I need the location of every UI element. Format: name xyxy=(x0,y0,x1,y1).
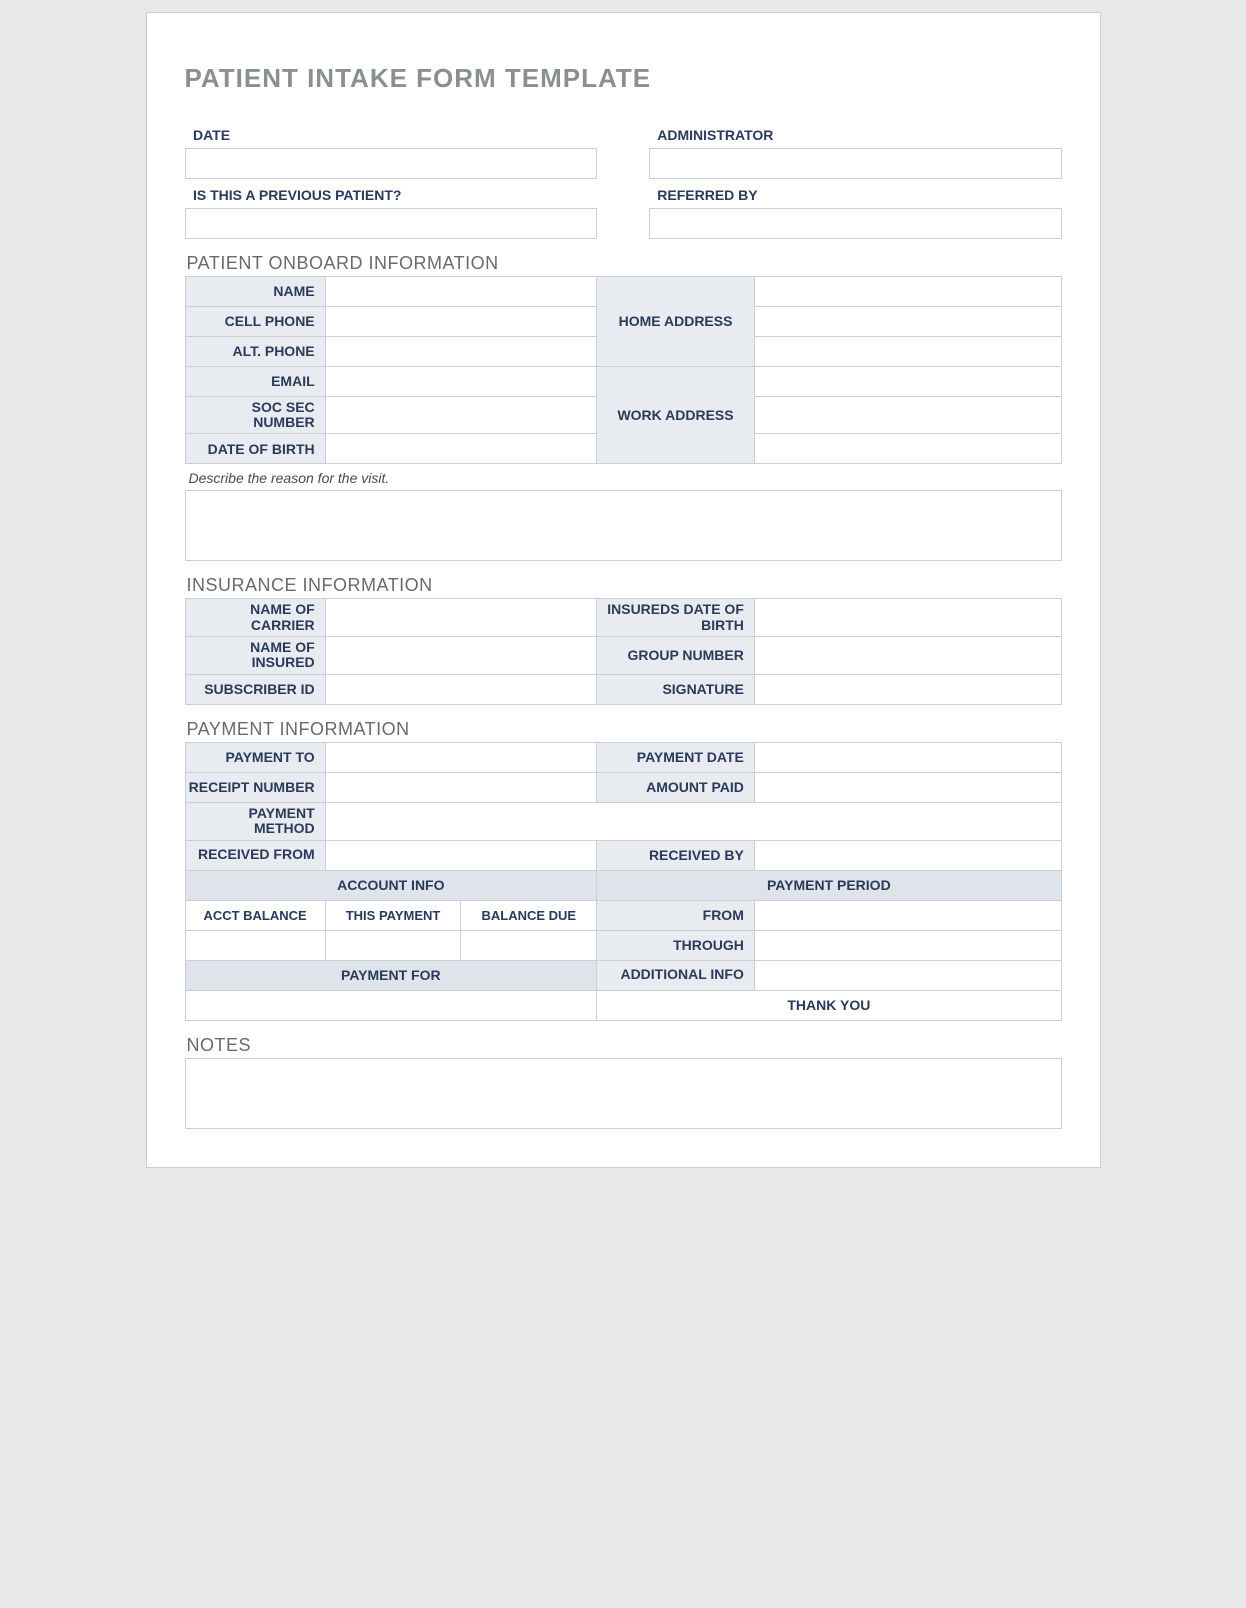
prev-patient-input[interactable] xyxy=(185,208,597,238)
referred-label: REFERRED BY xyxy=(649,178,1061,208)
method-label: PAYMENT METHOD xyxy=(185,802,325,840)
this-pay-label: THIS PAYMENT xyxy=(325,900,461,930)
referred-input[interactable] xyxy=(649,208,1061,238)
acct-bal-input[interactable] xyxy=(185,930,325,960)
group-input[interactable] xyxy=(754,637,1061,675)
amount-label: AMOUNT PAID xyxy=(597,772,755,802)
recv-from-label: RECEIVED FROM xyxy=(185,840,325,870)
ins-dob-input[interactable] xyxy=(754,599,1061,637)
cell-input[interactable] xyxy=(325,306,597,336)
subscriber-input[interactable] xyxy=(325,674,597,704)
from-label: FROM xyxy=(597,900,755,930)
visit-reason-table xyxy=(185,490,1062,561)
work-address-label: WORK ADDRESS xyxy=(597,366,755,464)
payment-table: PAYMENT TO PAYMENT DATE RECEIPT NUMBER A… xyxy=(185,742,1062,1021)
subscriber-label: SUBSCRIBER ID xyxy=(185,674,325,704)
visit-reason-input[interactable] xyxy=(185,491,1061,561)
insurance-heading: INSURANCE INFORMATION xyxy=(187,575,1062,596)
thank-you-text: THANK YOU xyxy=(597,990,1061,1020)
visit-instruction: Describe the reason for the visit. xyxy=(189,470,1062,486)
recv-by-input[interactable] xyxy=(754,840,1061,870)
work-address-3[interactable] xyxy=(754,434,1061,464)
carrier-input[interactable] xyxy=(325,599,597,637)
date-label: DATE xyxy=(185,118,597,148)
signature-label: SIGNATURE xyxy=(597,674,755,704)
method-input[interactable] xyxy=(325,802,1061,840)
receipt-label: RECEIPT NUMBER xyxy=(185,772,325,802)
payment-date-input[interactable] xyxy=(754,742,1061,772)
alt-input[interactable] xyxy=(325,336,597,366)
work-address-1[interactable] xyxy=(754,366,1061,396)
group-label: GROUP NUMBER xyxy=(597,637,755,675)
carrier-label: NAME OF CARRIER xyxy=(185,599,325,637)
addl-label: ADDITIONAL INFO xyxy=(597,960,755,990)
payment-to-input[interactable] xyxy=(325,742,597,772)
through-label: THROUGH xyxy=(597,930,755,960)
patient-intake-form: PATIENT INTAKE FORM TEMPLATE DATE ADMINI… xyxy=(146,12,1101,1168)
prev-patient-label: IS THIS A PREVIOUS PATIENT? xyxy=(185,178,597,208)
name-input[interactable] xyxy=(325,276,597,306)
payment-date-label: PAYMENT DATE xyxy=(597,742,755,772)
recv-by-label: RECEIVED BY xyxy=(597,840,755,870)
payment-for-label: PAYMENT FOR xyxy=(185,960,597,990)
email-input[interactable] xyxy=(325,366,597,396)
bal-due-label: BALANCE DUE xyxy=(461,900,597,930)
amount-input[interactable] xyxy=(754,772,1061,802)
payment-for-input[interactable] xyxy=(185,990,597,1020)
dob-input[interactable] xyxy=(325,434,597,464)
email-label: EMAIL xyxy=(185,366,325,396)
receipt-input[interactable] xyxy=(325,772,597,802)
through-input[interactable] xyxy=(754,930,1061,960)
onboard-heading: PATIENT ONBOARD INFORMATION xyxy=(187,253,1062,274)
this-pay-input[interactable] xyxy=(325,930,461,960)
insurance-table: NAME OF CARRIER INSUREDS DATE OF BIRTH N… xyxy=(185,598,1062,705)
acct-bal-label: ACCT BALANCE xyxy=(185,900,325,930)
notes-heading: NOTES xyxy=(187,1035,1062,1056)
date-input[interactable] xyxy=(185,148,597,178)
from-input[interactable] xyxy=(754,900,1061,930)
dob-label: DATE OF BIRTH xyxy=(185,434,325,464)
insured-label: NAME OF INSURED xyxy=(185,637,325,675)
header-table: DATE ADMINISTRATOR IS THIS A PREVIOUS PA… xyxy=(185,118,1062,239)
addl-input[interactable] xyxy=(754,960,1061,990)
home-address-2[interactable] xyxy=(754,306,1061,336)
admin-input[interactable] xyxy=(649,148,1061,178)
bal-due-input[interactable] xyxy=(461,930,597,960)
work-address-2[interactable] xyxy=(754,396,1061,434)
form-title: PATIENT INTAKE FORM TEMPLATE xyxy=(185,63,1062,94)
payment-heading: PAYMENT INFORMATION xyxy=(187,719,1062,740)
home-address-label: HOME ADDRESS xyxy=(597,276,755,366)
acct-info-header: ACCOUNT INFO xyxy=(185,870,597,900)
period-header: PAYMENT PERIOD xyxy=(597,870,1061,900)
name-label: NAME xyxy=(185,276,325,306)
insured-input[interactable] xyxy=(325,637,597,675)
recv-from-input[interactable] xyxy=(325,840,597,870)
admin-label: ADMINISTRATOR xyxy=(649,118,1061,148)
cell-label: CELL PHONE xyxy=(185,306,325,336)
onboard-table: NAME HOME ADDRESS CELL PHONE ALT. PHONE … xyxy=(185,276,1062,465)
ssn-input[interactable] xyxy=(325,396,597,434)
notes-input[interactable] xyxy=(185,1058,1061,1128)
ins-dob-label: INSUREDS DATE OF BIRTH xyxy=(597,599,755,637)
notes-table xyxy=(185,1058,1062,1129)
ssn-label: SOC SEC NUMBER xyxy=(185,396,325,434)
alt-label: ALT. PHONE xyxy=(185,336,325,366)
home-address-3[interactable] xyxy=(754,336,1061,366)
home-address-1[interactable] xyxy=(754,276,1061,306)
payment-to-label: PAYMENT TO xyxy=(185,742,325,772)
signature-input[interactable] xyxy=(754,674,1061,704)
